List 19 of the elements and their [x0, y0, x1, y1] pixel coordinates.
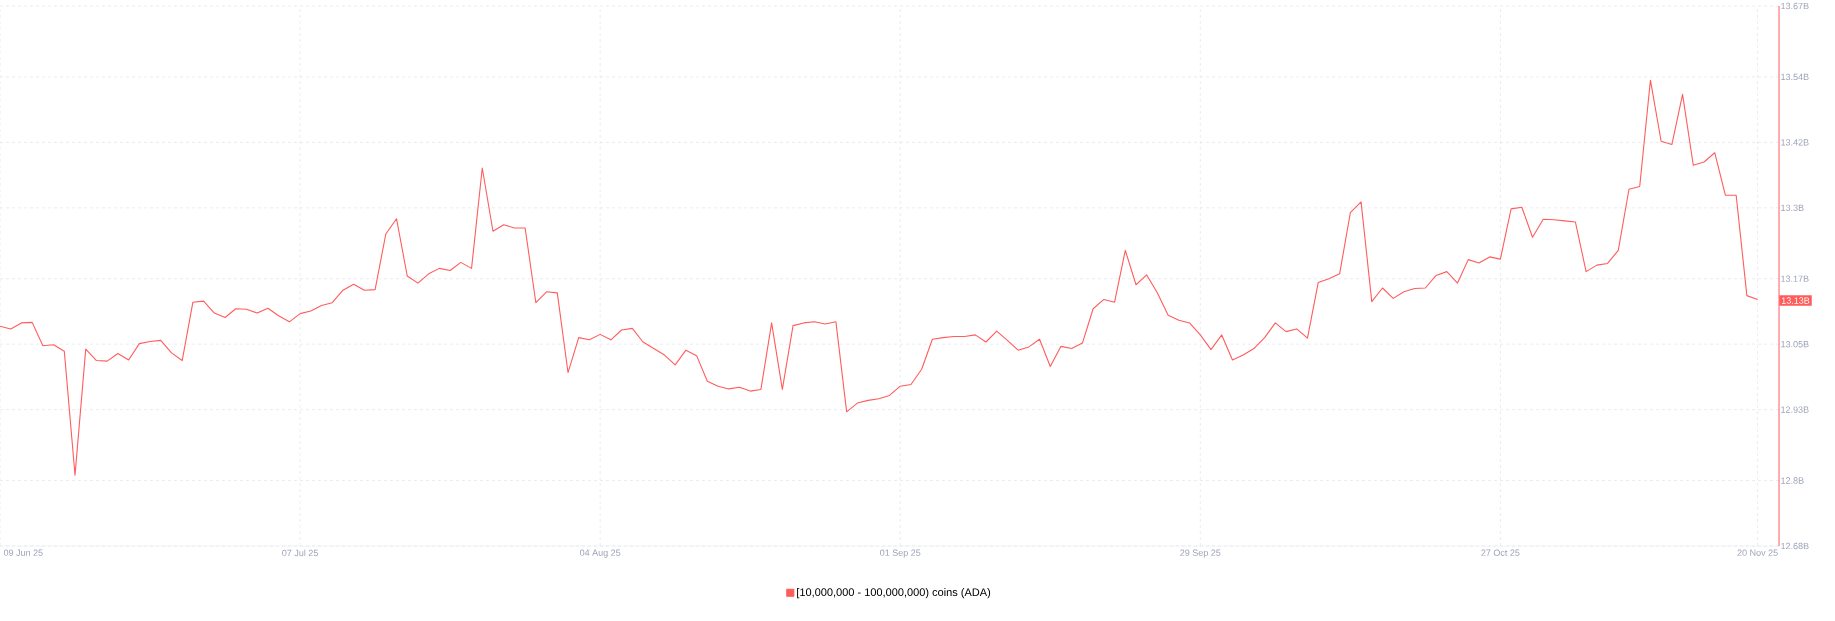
y-tick-label: 13.67B: [1781, 2, 1809, 10]
x-tick-label: 09 Jun 25: [3, 549, 43, 556]
y-tick-label: 12.93B: [1781, 406, 1809, 413]
x-tick-label: 29 Sep 25: [1180, 549, 1221, 558]
x-tick-label: 20 Nov 25: [1737, 549, 1778, 556]
y-tick-label: 12.8B: [1781, 477, 1804, 484]
x-tick-label: 07 Jul 25: [282, 549, 318, 557]
line-series: [0, 79, 1759, 476]
y-tick-label: 12.68B: [1781, 542, 1809, 550]
y-tick-label: 13.54B: [1781, 73, 1809, 81]
x-tick-label: 04 Aug 25: [579, 549, 621, 558]
x-tick-label: 01 Sep 25: [880, 549, 921, 558]
y-tick-label: 13.42B: [1781, 139, 1809, 146]
x-tick-label: 27 Oct 25: [1481, 549, 1520, 556]
y-tick-label: 13.05B: [1781, 340, 1809, 348]
legend-label: [10,000,000 - 100,000,000) coins (ADA): [797, 588, 991, 599]
y-tick-label: 13.3B: [1781, 204, 1804, 212]
y-tick-label: 13.17B: [1781, 275, 1809, 282]
annotation: 13.13B: [1781, 297, 1810, 304]
